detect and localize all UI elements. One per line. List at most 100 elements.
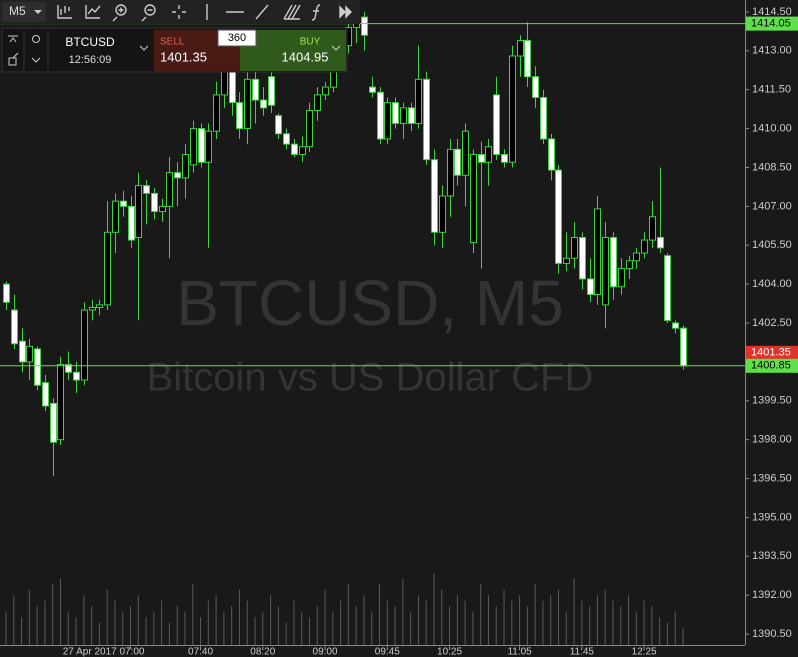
candle-body: [532, 76, 539, 98]
search-icon[interactable]: [32, 35, 40, 43]
sell-label[interactable]: SELL: [160, 37, 185, 48]
candle-body: [89, 306, 96, 311]
candle-body: [96, 304, 103, 308]
candle-body: [657, 236, 664, 249]
candle-body: [166, 172, 173, 207]
candle-body: [275, 115, 282, 135]
candle-body: [664, 255, 671, 321]
candle-body: [524, 39, 531, 78]
candle-body: [478, 154, 485, 163]
candle-body: [470, 154, 477, 244]
candle-body: [314, 94, 321, 111]
x-tick-label: 09:00: [313, 647, 338, 657]
y-tick-label: 1404.00: [752, 278, 792, 290]
candle-body: [408, 107, 415, 124]
candle-body: [135, 185, 142, 238]
candle-body: [641, 239, 648, 254]
candle-body: [361, 16, 368, 36]
candle-body: [104, 231, 111, 306]
candle-body: [602, 236, 609, 306]
icon-channels[interactable]: [283, 4, 301, 20]
y-tick-label: 1405.50: [752, 239, 792, 251]
watermark-title: BTCUSD, M5: [176, 267, 564, 339]
buy-button[interactable]: BUY 1404.95: [240, 30, 346, 71]
x-tick-label: 27 Apr 2017 07:00: [63, 647, 145, 657]
candle-body: [128, 205, 135, 241]
buy-bg[interactable]: [240, 30, 346, 71]
icon-trendline[interactable]: [255, 4, 269, 20]
candle-body: [517, 39, 524, 57]
candle-body: [260, 99, 267, 109]
icon-line[interactable]: [85, 5, 101, 19]
y-tick-label: 1407.00: [752, 200, 792, 212]
y-tick-label: 1413.00: [752, 45, 792, 57]
x-tick-label: 09:45: [375, 647, 400, 657]
candle-body: [57, 363, 64, 441]
candle-body: [563, 257, 570, 264]
candle-body: [447, 148, 454, 197]
candle-body: [73, 371, 80, 381]
panel-dropdown[interactable]: [31, 57, 41, 63]
candle-body: [252, 78, 259, 101]
symbol: BTCUSD: [65, 35, 115, 49]
candle-body: [377, 91, 384, 140]
price-axis-bg: [745, 0, 798, 657]
panel-icons[interactable]: [8, 35, 19, 66]
y-tick-label: 1414.50: [752, 6, 792, 18]
timeframe-button[interactable]: M5: [2, 2, 46, 22]
price-tag-label: 1400.85: [751, 360, 791, 372]
icon-crosshair[interactable]: [172, 5, 186, 19]
icon-function[interactable]: [311, 4, 321, 21]
y-tick-label: 1410.00: [752, 122, 792, 134]
x-tick-label: 11:05: [507, 647, 532, 657]
candle-body: [236, 102, 243, 130]
volume-box[interactable]: [217, 29, 257, 47]
candle-body: [579, 236, 586, 280]
timeframe-bg[interactable]: [2, 2, 46, 22]
icon-bars[interactable]: [57, 5, 72, 19]
icon-zoom-out[interactable]: [141, 4, 156, 22]
candle-body: [205, 130, 212, 163]
candle-body: [594, 208, 601, 296]
candle-body: [34, 348, 41, 386]
candle-body: [548, 138, 555, 171]
trade-volume[interactable]: 360: [228, 32, 246, 44]
candle-body: [415, 78, 422, 124]
candle-body: [672, 322, 679, 329]
axes: 1414.50 1413.00 1411.50 1410.00 1408.50 1407.…: [63, 6, 798, 657]
candle-body: [501, 154, 508, 163]
price-tag-bg: [746, 358, 798, 373]
candle-body: [112, 200, 119, 233]
y-tick-label: 1395.00: [752, 511, 792, 523]
buy-price[interactable]: 1404.95: [282, 49, 329, 64]
y-tick-label: 1411.50: [752, 84, 791, 96]
candle-body: [485, 146, 492, 163]
sell-price[interactable]: 1401.35: [160, 49, 207, 64]
candle-body: [19, 340, 26, 363]
candle-body: [283, 133, 290, 145]
candle-body: [50, 402, 57, 443]
candle-body: [3, 283, 10, 303]
x-tick-label: 11:45: [570, 647, 595, 657]
candle-body: [649, 216, 656, 241]
candle-body: [11, 309, 18, 345]
candle-body: [439, 195, 446, 233]
trade-panel: BTCUSD 12:56:09 SELL 1401.35 BUY 1404.95…: [1, 27, 348, 73]
buy-label[interactable]: BUY: [300, 37, 321, 48]
candle-body: [322, 86, 329, 96]
candle-body: [143, 185, 150, 194]
x-tick-label: 12:25: [632, 647, 657, 657]
timeframe-label[interactable]: M5: [9, 4, 26, 18]
panel-dropdown[interactable]: [139, 45, 149, 51]
price-tag-bg: [746, 16, 798, 31]
y-tick-label: 1398.00: [752, 434, 792, 446]
candle-body: [291, 143, 298, 156]
candle-body: [190, 128, 197, 166]
tool-icons: [57, 4, 352, 22]
price-tag-label: 1401.35: [751, 347, 791, 359]
icon-zoom-in[interactable]: [112, 4, 127, 22]
candle-body: [151, 192, 158, 213]
dropdown-arrow[interactable]: [34, 10, 42, 14]
icon-more[interactable]: [339, 5, 352, 19]
panel-dropdown[interactable]: [331, 45, 341, 51]
